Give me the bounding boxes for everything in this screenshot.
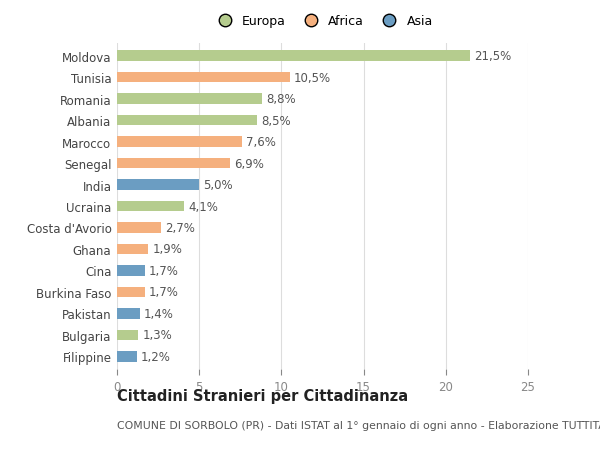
- Text: 4,1%: 4,1%: [188, 200, 218, 213]
- Bar: [117, 330, 139, 341]
- Text: 2,7%: 2,7%: [166, 222, 196, 235]
- Text: 6,9%: 6,9%: [235, 157, 265, 170]
- Bar: [117, 223, 161, 233]
- Text: 1,2%: 1,2%: [141, 350, 171, 363]
- Text: 10,5%: 10,5%: [294, 72, 331, 84]
- Bar: [117, 244, 148, 255]
- Bar: [117, 287, 145, 298]
- Bar: [117, 351, 137, 362]
- Text: 1,7%: 1,7%: [149, 264, 179, 277]
- Legend: Europa, Africa, Asia: Europa, Africa, Asia: [209, 12, 436, 30]
- Text: 1,3%: 1,3%: [142, 329, 172, 341]
- Bar: [117, 180, 199, 190]
- Text: Cittadini Stranieri per Cittadinanza: Cittadini Stranieri per Cittadinanza: [117, 388, 408, 403]
- Bar: [117, 115, 257, 126]
- Text: 8,8%: 8,8%: [266, 93, 295, 106]
- Text: COMUNE DI SORBOLO (PR) - Dati ISTAT al 1° gennaio di ogni anno - Elaborazione TU: COMUNE DI SORBOLO (PR) - Dati ISTAT al 1…: [117, 420, 600, 430]
- Bar: [117, 51, 470, 62]
- Bar: [117, 137, 242, 148]
- Bar: [117, 265, 145, 276]
- Text: 1,7%: 1,7%: [149, 286, 179, 299]
- Bar: [117, 308, 140, 319]
- Text: 1,4%: 1,4%: [144, 307, 174, 320]
- Bar: [117, 158, 230, 169]
- Text: 21,5%: 21,5%: [475, 50, 512, 63]
- Text: 5,0%: 5,0%: [203, 179, 233, 191]
- Bar: [117, 201, 184, 212]
- Text: 1,9%: 1,9%: [152, 243, 182, 256]
- Text: 8,5%: 8,5%: [261, 114, 290, 127]
- Bar: [117, 73, 290, 83]
- Text: 7,6%: 7,6%: [246, 136, 276, 149]
- Bar: [117, 94, 262, 105]
